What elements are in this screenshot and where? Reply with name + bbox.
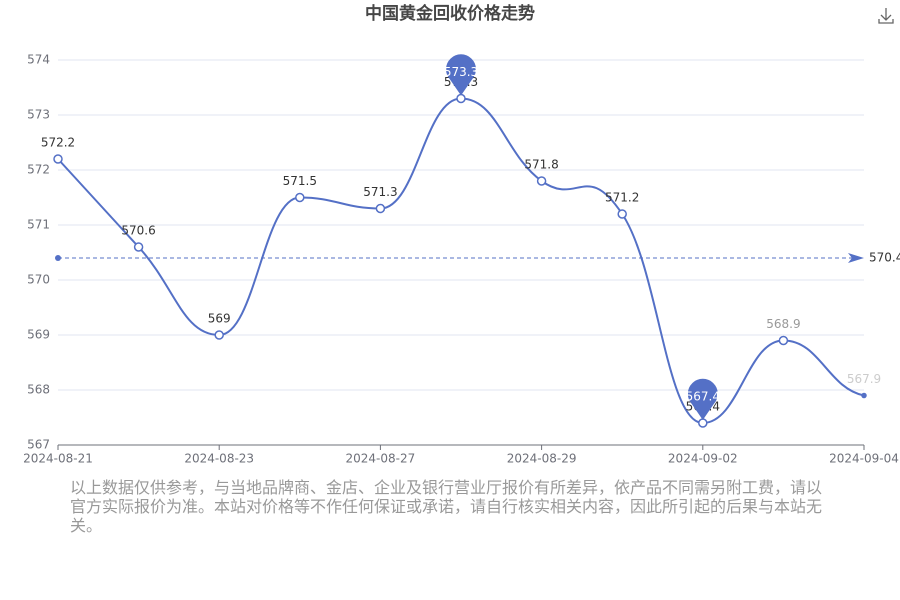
average-start bbox=[55, 255, 61, 261]
value-label: 567.9 bbox=[847, 372, 881, 386]
y-tick-label: 573 bbox=[27, 108, 50, 122]
point bbox=[778, 335, 789, 346]
value-label: 570.6 bbox=[121, 224, 155, 238]
value-label: 571.8 bbox=[524, 158, 558, 172]
point bbox=[214, 330, 224, 340]
y-tick-label: 572 bbox=[27, 163, 50, 177]
x-tick-label: 2024-08-27 bbox=[346, 452, 416, 466]
x-tick-label: 2024-08-23 bbox=[184, 452, 254, 466]
y-tick-label: 567 bbox=[27, 438, 50, 452]
value-label: 571.5 bbox=[283, 174, 317, 188]
point bbox=[861, 392, 867, 399]
y-tick-label: 570 bbox=[27, 273, 50, 287]
y-tick-label: 569 bbox=[27, 328, 50, 342]
point bbox=[536, 176, 547, 186]
point bbox=[53, 154, 63, 164]
average-label: 570.4 bbox=[869, 251, 900, 265]
x-tick-label: 2024-09-02 bbox=[668, 452, 738, 466]
download-icon[interactable] bbox=[878, 8, 894, 24]
value-label: 568.9 bbox=[766, 317, 800, 331]
point bbox=[698, 418, 708, 428]
y-tick-label: 568 bbox=[27, 383, 50, 397]
value-label: 571.3 bbox=[363, 185, 397, 199]
pin bbox=[446, 54, 476, 96]
point bbox=[133, 242, 144, 252]
point bbox=[617, 209, 627, 219]
line bbox=[57, 97, 865, 425]
point bbox=[456, 93, 466, 104]
disclaimer: 以上数据仅供参考，与当地品牌商、金店、企业及银行营业厅报价有所差异，依产品不同需… bbox=[70, 478, 823, 535]
pin-label: 567.4 bbox=[686, 390, 720, 404]
pin bbox=[687, 378, 718, 420]
value-label: 571.2 bbox=[605, 191, 639, 205]
y-tick-label: 571 bbox=[27, 218, 50, 232]
average-arrow bbox=[848, 253, 864, 263]
pin-label: 573.3 bbox=[444, 65, 478, 79]
value-label: 569 bbox=[208, 312, 231, 326]
point bbox=[375, 203, 386, 214]
x-tick-label: 2024-09-04 bbox=[829, 452, 899, 466]
x-tick-label: 2024-08-21 bbox=[23, 452, 93, 466]
x-tick-label: 2024-08-29 bbox=[507, 452, 577, 466]
y-tick-label: 574 bbox=[27, 53, 50, 67]
point bbox=[295, 192, 305, 203]
chart-title: 中国黄金回收价格走势 bbox=[365, 3, 535, 24]
value-label: 572.2 bbox=[41, 136, 75, 150]
